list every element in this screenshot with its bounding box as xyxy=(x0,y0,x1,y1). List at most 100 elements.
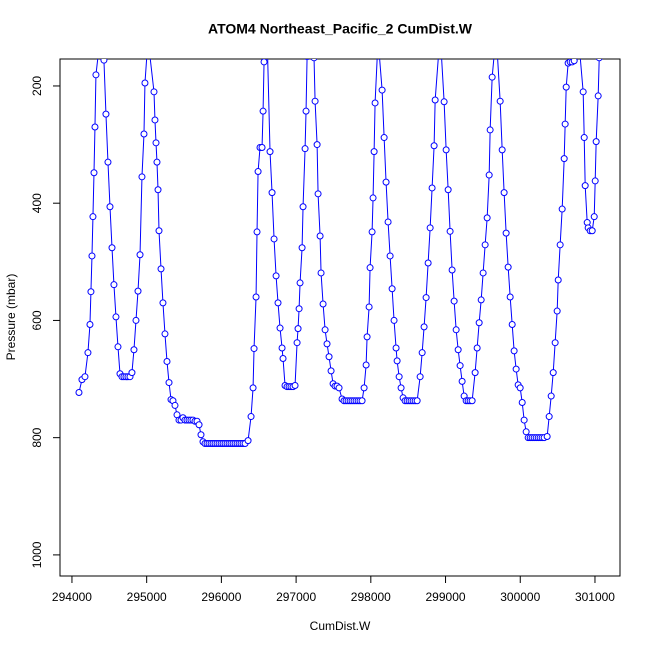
data-point xyxy=(266,148,274,156)
data-point xyxy=(551,339,559,347)
data-point xyxy=(440,98,448,106)
data-point xyxy=(416,373,424,381)
data-point xyxy=(100,59,108,64)
data-point xyxy=(327,367,335,375)
data-point xyxy=(299,203,307,211)
data-point xyxy=(520,416,528,424)
data-point xyxy=(86,321,94,329)
data-point xyxy=(579,88,587,96)
data-point xyxy=(502,229,510,237)
data-point xyxy=(249,384,257,392)
data-point xyxy=(592,138,600,146)
data-point xyxy=(543,432,551,440)
data-point xyxy=(106,203,114,211)
data-point xyxy=(558,205,566,213)
data-point xyxy=(522,428,530,436)
data-point xyxy=(483,214,491,222)
data-point xyxy=(259,107,267,115)
data-point xyxy=(293,339,301,347)
x-axis-label: CumDist.W xyxy=(310,619,371,633)
data-point xyxy=(545,413,553,421)
data-point xyxy=(556,241,564,249)
data-point xyxy=(496,97,504,105)
data-point xyxy=(165,379,173,387)
data-point xyxy=(278,344,286,352)
data-point xyxy=(570,59,578,65)
y-tick-label: 600 xyxy=(30,310,44,330)
data-point xyxy=(89,213,97,221)
data-point xyxy=(388,285,396,293)
data-point xyxy=(171,401,179,409)
data-point xyxy=(580,134,588,142)
data-point xyxy=(516,384,524,392)
data-point xyxy=(426,224,434,232)
data-point xyxy=(310,59,318,62)
data-point xyxy=(486,126,494,134)
data-point xyxy=(197,431,205,439)
data-point xyxy=(382,178,390,186)
data-point xyxy=(110,281,118,289)
data-point xyxy=(247,413,255,421)
data-point xyxy=(335,384,343,392)
data-point xyxy=(317,269,325,277)
data-point xyxy=(471,369,479,377)
data-point xyxy=(252,293,260,301)
data-point xyxy=(112,313,120,321)
data-point xyxy=(506,293,514,301)
data-point xyxy=(260,59,268,66)
data-point xyxy=(504,263,512,271)
data-point xyxy=(370,148,378,156)
data-point xyxy=(128,369,136,377)
data-point xyxy=(274,299,282,307)
data-point xyxy=(270,235,278,243)
data-point xyxy=(314,190,322,198)
y-tick-label: 800 xyxy=(30,427,44,447)
data-point xyxy=(154,186,162,194)
data-point xyxy=(140,130,148,138)
data-point xyxy=(90,169,98,177)
data-point xyxy=(195,421,203,429)
data-point xyxy=(562,83,570,91)
data-point xyxy=(272,272,280,280)
data-point xyxy=(313,141,321,149)
data-point xyxy=(163,357,171,365)
data-point xyxy=(301,145,309,153)
data-point xyxy=(591,177,599,185)
data-point xyxy=(88,252,96,260)
data-point xyxy=(397,384,405,392)
data-point xyxy=(360,384,368,392)
data-point xyxy=(371,99,379,107)
data-point xyxy=(325,353,333,361)
data-point xyxy=(444,186,452,194)
data-point xyxy=(442,146,450,154)
data-point xyxy=(138,173,146,181)
x-tick-label: 298000 xyxy=(351,590,391,604)
data-point xyxy=(366,264,374,272)
data-point xyxy=(159,299,167,307)
data-point xyxy=(560,155,568,163)
data-point xyxy=(431,96,439,104)
data-point xyxy=(378,86,386,94)
data-point xyxy=(358,397,366,405)
data-point xyxy=(151,116,159,124)
data-point xyxy=(311,97,319,105)
data-point xyxy=(130,346,138,354)
data-point xyxy=(304,59,310,61)
data-point xyxy=(132,316,140,324)
data-point xyxy=(454,346,462,354)
data-point xyxy=(254,168,262,176)
data-point xyxy=(393,357,401,365)
data-point xyxy=(547,392,555,400)
data-point xyxy=(87,288,95,296)
data-point xyxy=(152,139,160,147)
data-point xyxy=(81,373,89,381)
data-point xyxy=(477,296,485,304)
data-point xyxy=(92,71,100,79)
data-point xyxy=(268,189,276,197)
data-point xyxy=(479,269,487,277)
data-point xyxy=(316,232,324,240)
data-point xyxy=(485,171,493,179)
data-point xyxy=(155,227,163,235)
data-point xyxy=(150,88,158,96)
data-point xyxy=(430,142,438,150)
